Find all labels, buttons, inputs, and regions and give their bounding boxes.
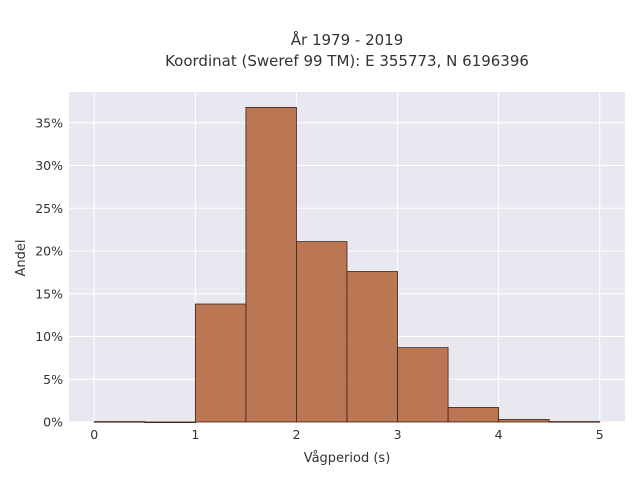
chart-title: År 1979 - 2019 Koordinat (Sweref 99 TM):…: [165, 30, 529, 70]
bars: [93, 106, 601, 424]
y-tick-label: 0%: [43, 415, 63, 430]
x-tick-label: 4: [495, 427, 503, 442]
x-tick-label: 0: [90, 427, 98, 442]
x-tick-label: 5: [596, 427, 604, 442]
chart-title-line-2: Koordinat (Sweref 99 TM): E 355773, N 61…: [165, 52, 529, 70]
histogram-bar: [144, 421, 196, 424]
x-axis-title: Vågperiod (s): [304, 451, 391, 466]
histogram-bar: [498, 419, 550, 423]
y-tick-label: 35%: [35, 115, 63, 130]
y-tick-label: 30%: [35, 158, 63, 173]
x-axis-ticks: 0 1 2 3 4 5: [90, 427, 603, 442]
histogram-bar: [548, 421, 601, 423]
y-tick-label: 5%: [43, 372, 63, 387]
y-axis-title: Andel: [14, 240, 29, 277]
y-tick-label: 10%: [35, 329, 63, 344]
y-tick-label: 15%: [35, 286, 63, 301]
x-tick-label: 3: [394, 427, 402, 442]
y-tick-label: 25%: [35, 201, 63, 216]
x-tick-label: 1: [191, 427, 199, 442]
histogram-bar: [245, 106, 297, 423]
y-axis-ticks: 0% 5% 10% 15% 20% 25% 30% 35%: [35, 115, 63, 429]
histogram-bar: [194, 303, 247, 423]
histogram-bar: [296, 241, 348, 423]
histogram-bar: [346, 271, 398, 423]
histogram-bar: [93, 421, 146, 423]
histogram-bar: [397, 347, 449, 423]
y-tick-label: 20%: [35, 244, 63, 259]
histogram-bar: [447, 407, 500, 423]
chart-title-line-1: År 1979 - 2019: [291, 30, 404, 49]
x-tick-label: 2: [292, 427, 300, 442]
